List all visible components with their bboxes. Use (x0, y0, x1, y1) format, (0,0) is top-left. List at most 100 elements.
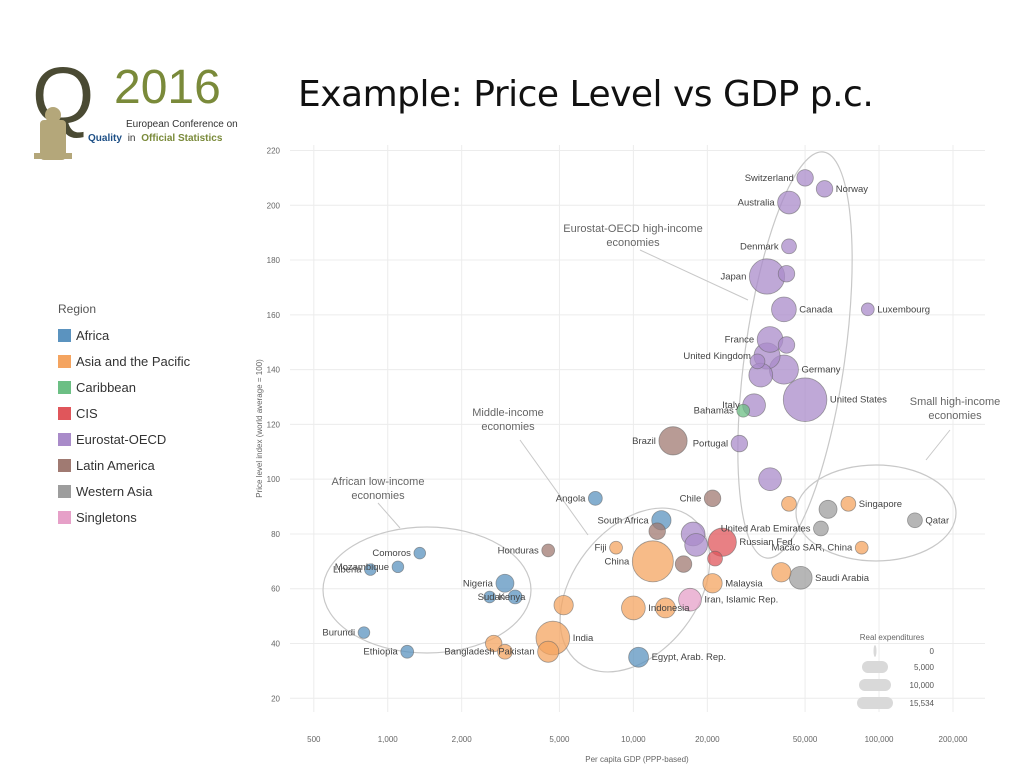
legend-label: Eurostat-OECD (76, 431, 167, 447)
data-point (357, 626, 371, 639)
point-label: Angola (556, 493, 586, 504)
size-legend-marker (862, 661, 888, 673)
legend-item: Western Asia (58, 478, 258, 504)
data-point (771, 562, 792, 583)
point-label: Singapore (859, 499, 902, 510)
legend-item: Latin America (58, 452, 258, 478)
data-point (553, 595, 574, 616)
data-point (400, 644, 415, 659)
x-tick-label: 10,000 (621, 735, 646, 744)
data-point (907, 512, 923, 529)
data-point (495, 573, 515, 593)
point-label: Nigeria (463, 578, 494, 589)
region-annotation: Small high-income economies (910, 396, 1000, 422)
logo-in: in (128, 133, 136, 144)
logo-year: 2016 (114, 61, 221, 114)
legend-swatch (58, 328, 71, 342)
point-label: Italy (722, 400, 740, 411)
legend-label: Africa (76, 327, 110, 343)
data-point (413, 546, 427, 560)
data-point (818, 499, 838, 519)
x-tick-label: 50,000 (793, 735, 818, 744)
y-tick-label: 140 (267, 366, 281, 375)
point-label: Switzerland (745, 173, 794, 184)
y-tick-label: 120 (267, 420, 281, 429)
data-point (730, 434, 749, 453)
point-label: United Arab Emirates (721, 523, 811, 534)
data-point (703, 489, 722, 508)
point-label: Mozambique (335, 562, 389, 573)
x-tick-label: 200,000 (939, 735, 968, 744)
region-annotation-line: Middle-income (472, 407, 544, 419)
region-outline (737, 151, 853, 559)
y-tick-label: 60 (271, 585, 280, 594)
legend-label: CIS (76, 405, 98, 421)
svg-text:Quality in Officia: Quality in Official Statistics (88, 133, 223, 144)
legend-swatch (58, 458, 71, 472)
legend-item: Africa (58, 322, 258, 348)
point-label: Saudi Arabia (815, 573, 870, 584)
x-tick-label: 5,000 (549, 735, 570, 744)
region-annotation-line: economies (351, 490, 405, 502)
region-annotation-line: Eurostat-OECD high-income (563, 223, 702, 235)
data-point (674, 555, 693, 573)
point-label: Qatar (925, 515, 949, 526)
data-point (621, 595, 646, 621)
point-label: Bangladesh (444, 647, 494, 658)
data-point (541, 543, 556, 558)
y-axis-label: Price level index (world average = 100) (255, 359, 264, 498)
data-point (749, 353, 766, 370)
y-tick-label: 80 (271, 530, 280, 539)
size-legend-title: Real expenditures (860, 633, 924, 642)
point-label: Fiji (594, 543, 606, 554)
point-label: Brazil (632, 436, 656, 447)
data-point (781, 496, 797, 512)
point-label: Denmark (740, 241, 779, 252)
data-point (497, 643, 513, 660)
region-annotation: Middle-income economies (472, 407, 544, 433)
data-point (777, 265, 796, 283)
legend-swatch (58, 406, 71, 420)
data-point (840, 496, 857, 512)
x-tick-label: 1,000 (378, 735, 399, 744)
point-label: Bahamas (694, 406, 734, 417)
legend-swatch (58, 354, 71, 368)
x-tick-label: 20,000 (695, 735, 720, 744)
data-point (655, 597, 676, 619)
legend-item: CIS (58, 400, 258, 426)
data-point (777, 190, 801, 215)
legend-swatch (58, 510, 71, 524)
data-point (777, 336, 796, 354)
data-point (736, 403, 751, 418)
legend-item: Eurostat-OECD (58, 426, 258, 452)
data-point (628, 646, 649, 668)
x-axis-label: Per capita GDP (PPP-based) (585, 755, 689, 764)
data-point (537, 640, 560, 663)
data-point (860, 302, 875, 317)
y-tick-label: 40 (271, 640, 280, 649)
point-label: India (573, 633, 594, 644)
size-legend-marker (873, 645, 877, 657)
y-tick-label: 200 (267, 201, 281, 210)
point-label: South Africa (597, 515, 649, 526)
point-label: France (725, 334, 755, 345)
data-point (658, 426, 688, 456)
point-label: Japan (720, 271, 746, 282)
data-point (609, 540, 623, 555)
y-tick-label: 100 (267, 475, 281, 484)
legend-label: Asia and the Pacific (76, 353, 191, 369)
legend-item: Caribbean (58, 374, 258, 400)
data-point (587, 490, 603, 506)
point-label: Pakistan (498, 647, 534, 658)
region-annotation: Eurostat-OECD high-income economies (563, 223, 702, 249)
data-point (631, 540, 674, 583)
statue-icon (34, 107, 72, 160)
data-point (813, 520, 829, 537)
point-label: Ethiopia (363, 647, 398, 658)
legend-label: Caribbean (76, 379, 136, 395)
point-label: Canada (799, 304, 833, 315)
data-point (758, 467, 782, 491)
data-point (485, 634, 503, 653)
logo-official: Official Statistics (141, 133, 223, 144)
